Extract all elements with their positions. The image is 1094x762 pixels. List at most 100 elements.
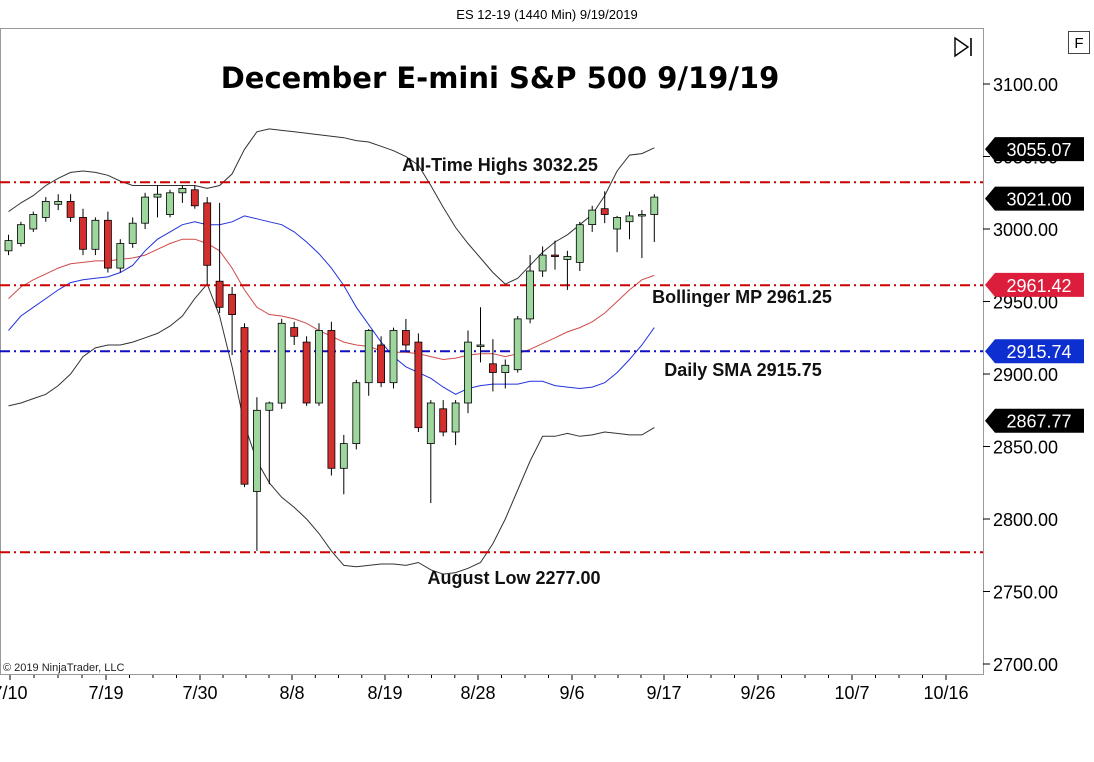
annotation-daily-sma: Daily SMA 2915.75 bbox=[664, 360, 821, 380]
candle-body bbox=[613, 216, 621, 230]
candle-body bbox=[638, 214, 646, 217]
price-tick-label: 3100.00 bbox=[993, 75, 1058, 95]
candle bbox=[41, 197, 50, 222]
candle bbox=[228, 287, 237, 356]
candle-body bbox=[451, 402, 460, 433]
candle-body bbox=[41, 200, 50, 218]
candle bbox=[290, 321, 299, 345]
f-button-label: F bbox=[1074, 35, 1083, 52]
candle-body bbox=[4, 240, 13, 252]
candle bbox=[141, 192, 150, 229]
candle-body bbox=[526, 270, 534, 320]
indicator-layer bbox=[8, 128, 655, 575]
candle bbox=[29, 211, 38, 232]
candle bbox=[551, 240, 559, 270]
candle bbox=[265, 401, 274, 485]
candle-body bbox=[377, 344, 386, 384]
candle bbox=[575, 221, 584, 271]
price-flag-shape bbox=[985, 137, 1084, 162]
candle bbox=[54, 194, 63, 211]
price-flag-red: 2961.42 bbox=[985, 272, 1084, 297]
horizontal-lines-layer bbox=[0, 181, 983, 554]
candle-body bbox=[563, 256, 572, 260]
candle-body bbox=[141, 196, 150, 224]
candle-body bbox=[501, 364, 510, 373]
candle-body bbox=[277, 322, 286, 404]
candle bbox=[66, 194, 75, 222]
candle bbox=[488, 339, 497, 392]
time-tick-label: 9/26 bbox=[740, 683, 775, 703]
time-tick-label: 7/30 bbox=[182, 683, 217, 703]
candle bbox=[178, 185, 187, 203]
candle bbox=[315, 323, 323, 406]
candle bbox=[352, 379, 361, 450]
candle bbox=[16, 221, 25, 247]
bollinger-upper-line bbox=[8, 128, 655, 285]
candle-body bbox=[203, 202, 212, 266]
candle-body bbox=[104, 219, 112, 269]
price-tick-label: 2850.00 bbox=[993, 438, 1058, 458]
candle bbox=[650, 194, 659, 242]
price-flag-black: 2867.77 bbox=[985, 408, 1084, 433]
time-tick-label: 9/17 bbox=[646, 683, 681, 703]
candle-body bbox=[464, 341, 472, 404]
time-axis: 7/10 7/19 7/30 8/8 8/19 8/28 9/6 9/17 9/26 10/7 10… bbox=[0, 675, 969, 703]
candle bbox=[588, 205, 597, 232]
candle-body bbox=[190, 189, 199, 207]
candle-body bbox=[252, 409, 261, 492]
candle bbox=[302, 336, 311, 406]
candle bbox=[625, 211, 634, 240]
candle bbox=[203, 197, 212, 285]
price-flag-label: 3055.07 bbox=[1006, 140, 1071, 160]
price-tick-label: 3000.00 bbox=[993, 220, 1058, 240]
chart-title: December E-mini S&P 500 9/19/19 bbox=[221, 61, 780, 95]
annotation-all-time-highs: All-Time Highs 3032.25 bbox=[402, 155, 598, 175]
price-flag-shape bbox=[985, 272, 1084, 297]
price-flag-black: 3055.07 bbox=[985, 137, 1084, 162]
candle bbox=[563, 250, 572, 290]
moving-average-line bbox=[8, 215, 655, 395]
candle-body bbox=[116, 243, 125, 269]
candle bbox=[215, 202, 224, 314]
candle-body bbox=[650, 196, 659, 215]
candle bbox=[613, 215, 621, 253]
candle-body bbox=[29, 214, 38, 230]
candle-body bbox=[551, 254, 559, 258]
candle bbox=[79, 208, 87, 256]
candle-body bbox=[476, 344, 485, 347]
candle-body bbox=[389, 330, 398, 384]
time-tick-label: 8/8 bbox=[279, 683, 304, 703]
candle-body bbox=[600, 208, 609, 215]
price-tick-label: 2800.00 bbox=[993, 510, 1058, 530]
candle bbox=[166, 189, 174, 218]
price-flag-black: 3021.00 bbox=[985, 186, 1084, 211]
price-flag-shape bbox=[985, 339, 1084, 364]
candle bbox=[426, 400, 435, 504]
price-flags: 3055.07 3021.00 2961.42 2915.74 2867.77 bbox=[985, 137, 1084, 433]
candle-body bbox=[315, 330, 323, 404]
candle-body bbox=[339, 443, 348, 469]
f-button[interactable]: F bbox=[1068, 31, 1090, 54]
candle bbox=[439, 400, 448, 437]
candle-body bbox=[215, 280, 224, 308]
candle bbox=[600, 191, 609, 224]
candle bbox=[414, 333, 423, 432]
candle-body bbox=[290, 327, 299, 337]
candle-body bbox=[401, 330, 410, 346]
candle bbox=[116, 239, 125, 273]
candle-body bbox=[625, 215, 634, 223]
candle bbox=[389, 327, 398, 389]
candle-body bbox=[302, 341, 311, 404]
candle-body bbox=[153, 193, 162, 198]
bollinger-lower-line bbox=[8, 283, 655, 575]
scroll-to-end-icon[interactable] bbox=[948, 34, 978, 60]
candle bbox=[339, 434, 348, 495]
candle-body bbox=[439, 408, 448, 433]
annotation-august-low: August Low 2277.00 bbox=[427, 568, 600, 588]
time-tick-label: 8/28 bbox=[460, 683, 495, 703]
annotation-bollinger-mp: Bollinger MP 2961.25 bbox=[652, 287, 832, 307]
candle bbox=[190, 185, 199, 209]
candle-body bbox=[327, 330, 336, 469]
time-tick-label: 7/19 bbox=[88, 683, 123, 703]
